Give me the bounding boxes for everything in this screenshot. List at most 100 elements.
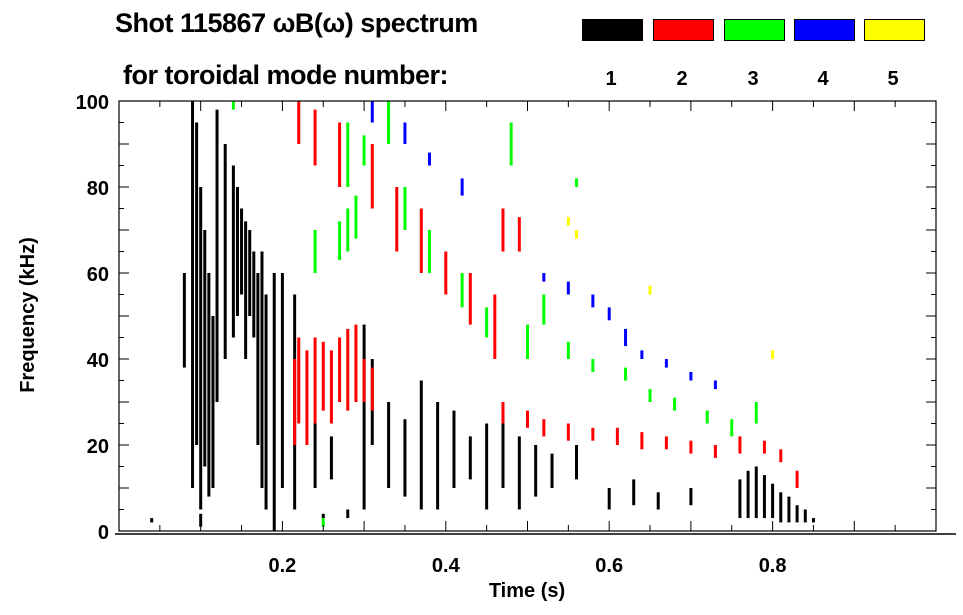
- legend-swatch-3: [724, 19, 785, 41]
- mode-2-streak: [329, 350, 333, 424]
- mode-2-streak: [713, 445, 717, 458]
- mode-1-streak: [689, 488, 693, 506]
- plot-frame: [118, 100, 937, 532]
- mode-1-streak: [272, 273, 276, 531]
- mode-1-streak: [738, 479, 742, 519]
- mode-1-streak: [362, 324, 366, 510]
- mode-1-streak: [811, 518, 815, 523]
- legend-swatch-1: [582, 19, 643, 41]
- mode-1-streak: [795, 505, 799, 523]
- y-tick-label: 80: [87, 178, 109, 200]
- mode-3-streak: [509, 122, 513, 166]
- mode-1-streak: [248, 230, 252, 316]
- mode-4-streak: [370, 101, 374, 123]
- mode-3-streak: [566, 341, 570, 359]
- mode-2-streak: [370, 144, 374, 209]
- mode-2-streak: [313, 337, 317, 424]
- mode-3-streak: [346, 208, 350, 252]
- mode-2-streak: [444, 251, 448, 295]
- mode-2-streak: [762, 440, 766, 454]
- mode-2-streak: [297, 101, 301, 144]
- y-tick-label: 100: [76, 92, 109, 114]
- mode-2-streak: [354, 324, 358, 402]
- mode-2-streak: [293, 359, 297, 445]
- mode-4-streak: [713, 380, 717, 390]
- mode-4-streak: [460, 178, 464, 196]
- mode-3-streak: [346, 122, 350, 187]
- legend-label-2: 2: [676, 68, 688, 90]
- mode-2-streak: [689, 440, 693, 454]
- mode-1-streak: [517, 436, 521, 510]
- mode-2-streak: [566, 423, 570, 441]
- mode-1-streak: [231, 165, 235, 338]
- mode-4-streak: [607, 307, 611, 321]
- mode-3-streak: [231, 101, 235, 110]
- x-tick-label: 0.8: [759, 555, 787, 577]
- mode-3-streak: [754, 402, 758, 424]
- mode-3-streak: [526, 324, 529, 359]
- mode-1-streak: [252, 251, 256, 338]
- mode-3-streak: [354, 195, 358, 239]
- mode-1-streak: [235, 187, 239, 316]
- mode-3-streak: [362, 135, 366, 166]
- mode-2-streak: [542, 419, 546, 437]
- legend-swatch-4: [794, 19, 855, 41]
- mode-1-streak: [656, 492, 660, 510]
- mode-2-streak: [493, 294, 497, 359]
- y-tick-label: 60: [87, 264, 109, 286]
- mode-2-streak: [591, 427, 595, 441]
- mode-1-streak: [485, 423, 489, 510]
- mode-1-streak: [150, 518, 154, 523]
- legend-label-1: 1: [605, 68, 617, 90]
- mode-1-streak: [779, 492, 783, 523]
- mode-4-streak: [427, 152, 431, 166]
- mode-1-streak: [403, 419, 407, 497]
- mode-1-streak: [632, 479, 636, 506]
- mode-1-streak: [419, 380, 423, 510]
- mode-2-streak: [395, 187, 399, 252]
- mode-1-streak: [746, 470, 750, 519]
- mode-5-streak: [648, 285, 652, 295]
- mode-2-streak: [779, 449, 783, 463]
- mode-1-streak: [211, 316, 215, 488]
- y-tick-label: 20: [87, 436, 109, 458]
- mode-1-streak: [387, 402, 391, 488]
- mode-3-streak: [387, 101, 391, 144]
- mode-2-streak: [795, 470, 799, 488]
- mode-4-streak: [689, 371, 693, 381]
- mode-1-streak: [452, 410, 456, 488]
- mode-1-streak: [501, 402, 505, 488]
- mode-5-streak: [575, 230, 579, 239]
- mode-1-streak: [199, 513, 203, 527]
- mode-2-streak: [517, 217, 521, 252]
- mode-2-streak: [738, 436, 742, 454]
- legend-label-5: 5: [887, 68, 899, 90]
- mode-2-streak: [313, 109, 317, 166]
- y-tick-label: 40: [87, 350, 109, 372]
- mode-3-streak: [673, 397, 677, 411]
- mode-2-streak: [640, 432, 644, 450]
- mode-1-streak: [329, 436, 333, 480]
- mode-1-streak: [313, 423, 317, 488]
- mode-5-streak: [771, 350, 775, 359]
- mode-3-streak: [403, 187, 407, 230]
- mode-1-streak: [534, 445, 538, 497]
- mode-1-streak: [771, 483, 775, 519]
- mode-3-streak: [591, 359, 595, 372]
- mode-2-streak: [338, 337, 342, 402]
- mode-3-streak: [427, 230, 431, 273]
- mode-4-streak: [542, 273, 546, 282]
- mode-5-streak: [566, 217, 570, 226]
- mode-1-streak: [203, 230, 207, 467]
- legend-swatch-5: [864, 19, 925, 41]
- mode-3-streak: [705, 410, 709, 424]
- mode-3-streak: [575, 178, 579, 187]
- mode-2-streak: [615, 427, 619, 445]
- mode-1-streak: [436, 402, 440, 510]
- mode-4-streak: [566, 281, 570, 295]
- mode-1-streak: [607, 488, 611, 510]
- mode-1-streak: [264, 294, 268, 510]
- mode-1-streak: [280, 273, 284, 488]
- mode-1-streak: [215, 109, 219, 402]
